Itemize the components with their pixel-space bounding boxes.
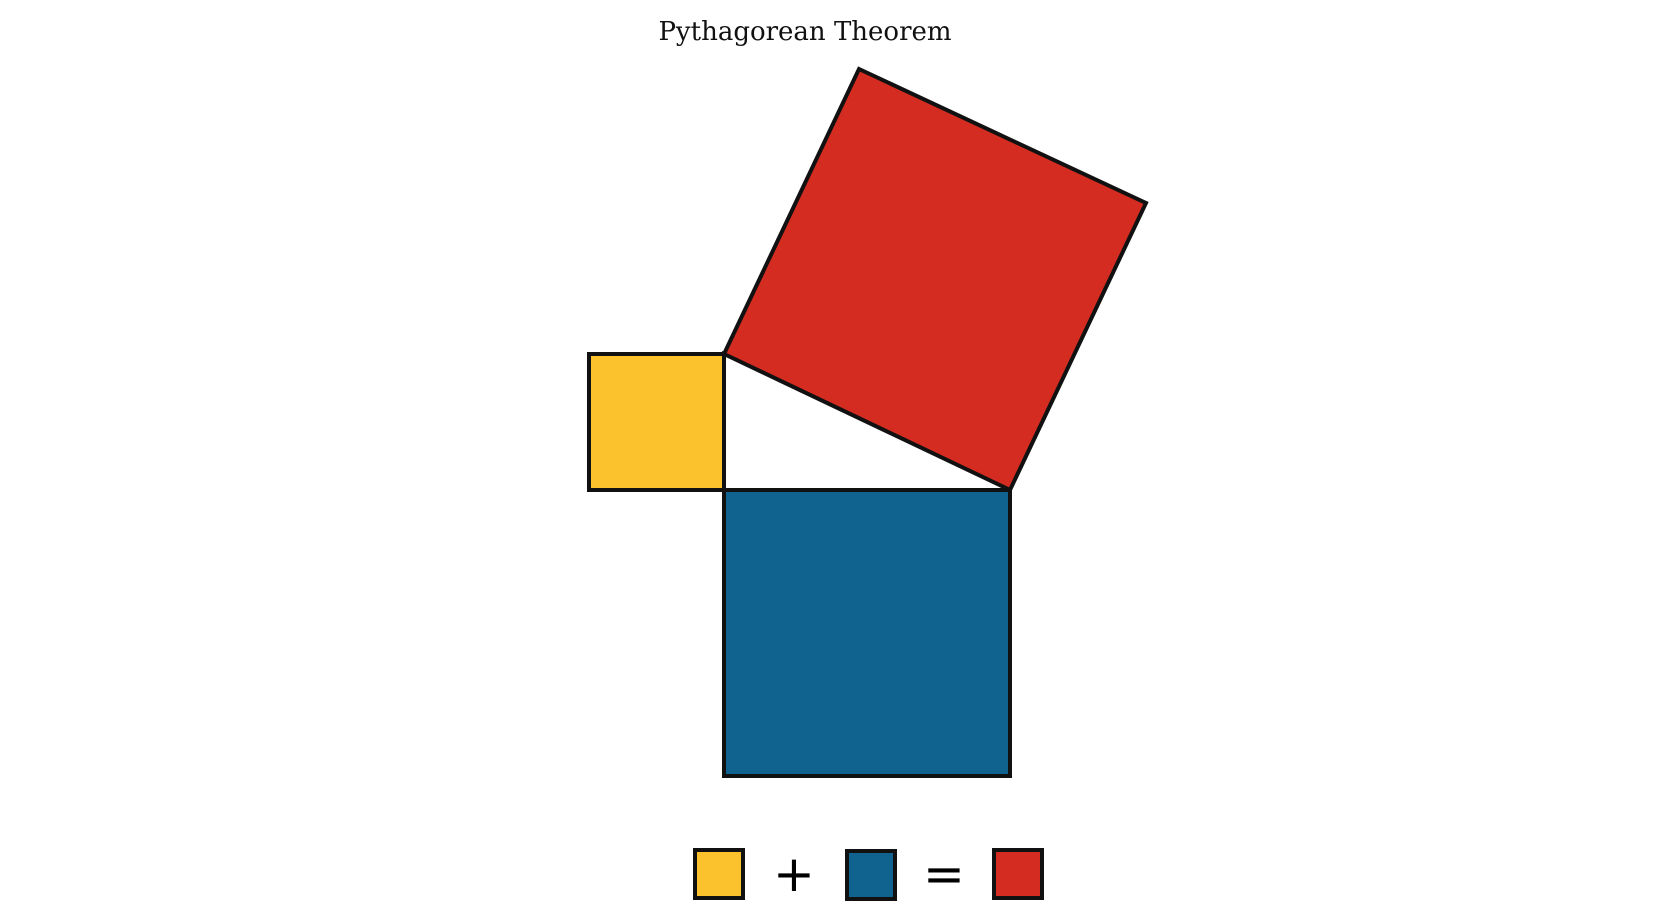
equation-large-square bbox=[992, 848, 1044, 900]
long-leg-square bbox=[722, 488, 1012, 778]
short-leg-square bbox=[587, 352, 726, 492]
equals-sign: = bbox=[923, 845, 965, 903]
diagram-title: Pythagorean Theorem bbox=[658, 17, 951, 47]
equation-small-square bbox=[693, 848, 745, 900]
equation-legend: + = bbox=[693, 845, 1044, 903]
equation-medium-square bbox=[845, 849, 897, 901]
plus-sign: + bbox=[773, 845, 815, 903]
